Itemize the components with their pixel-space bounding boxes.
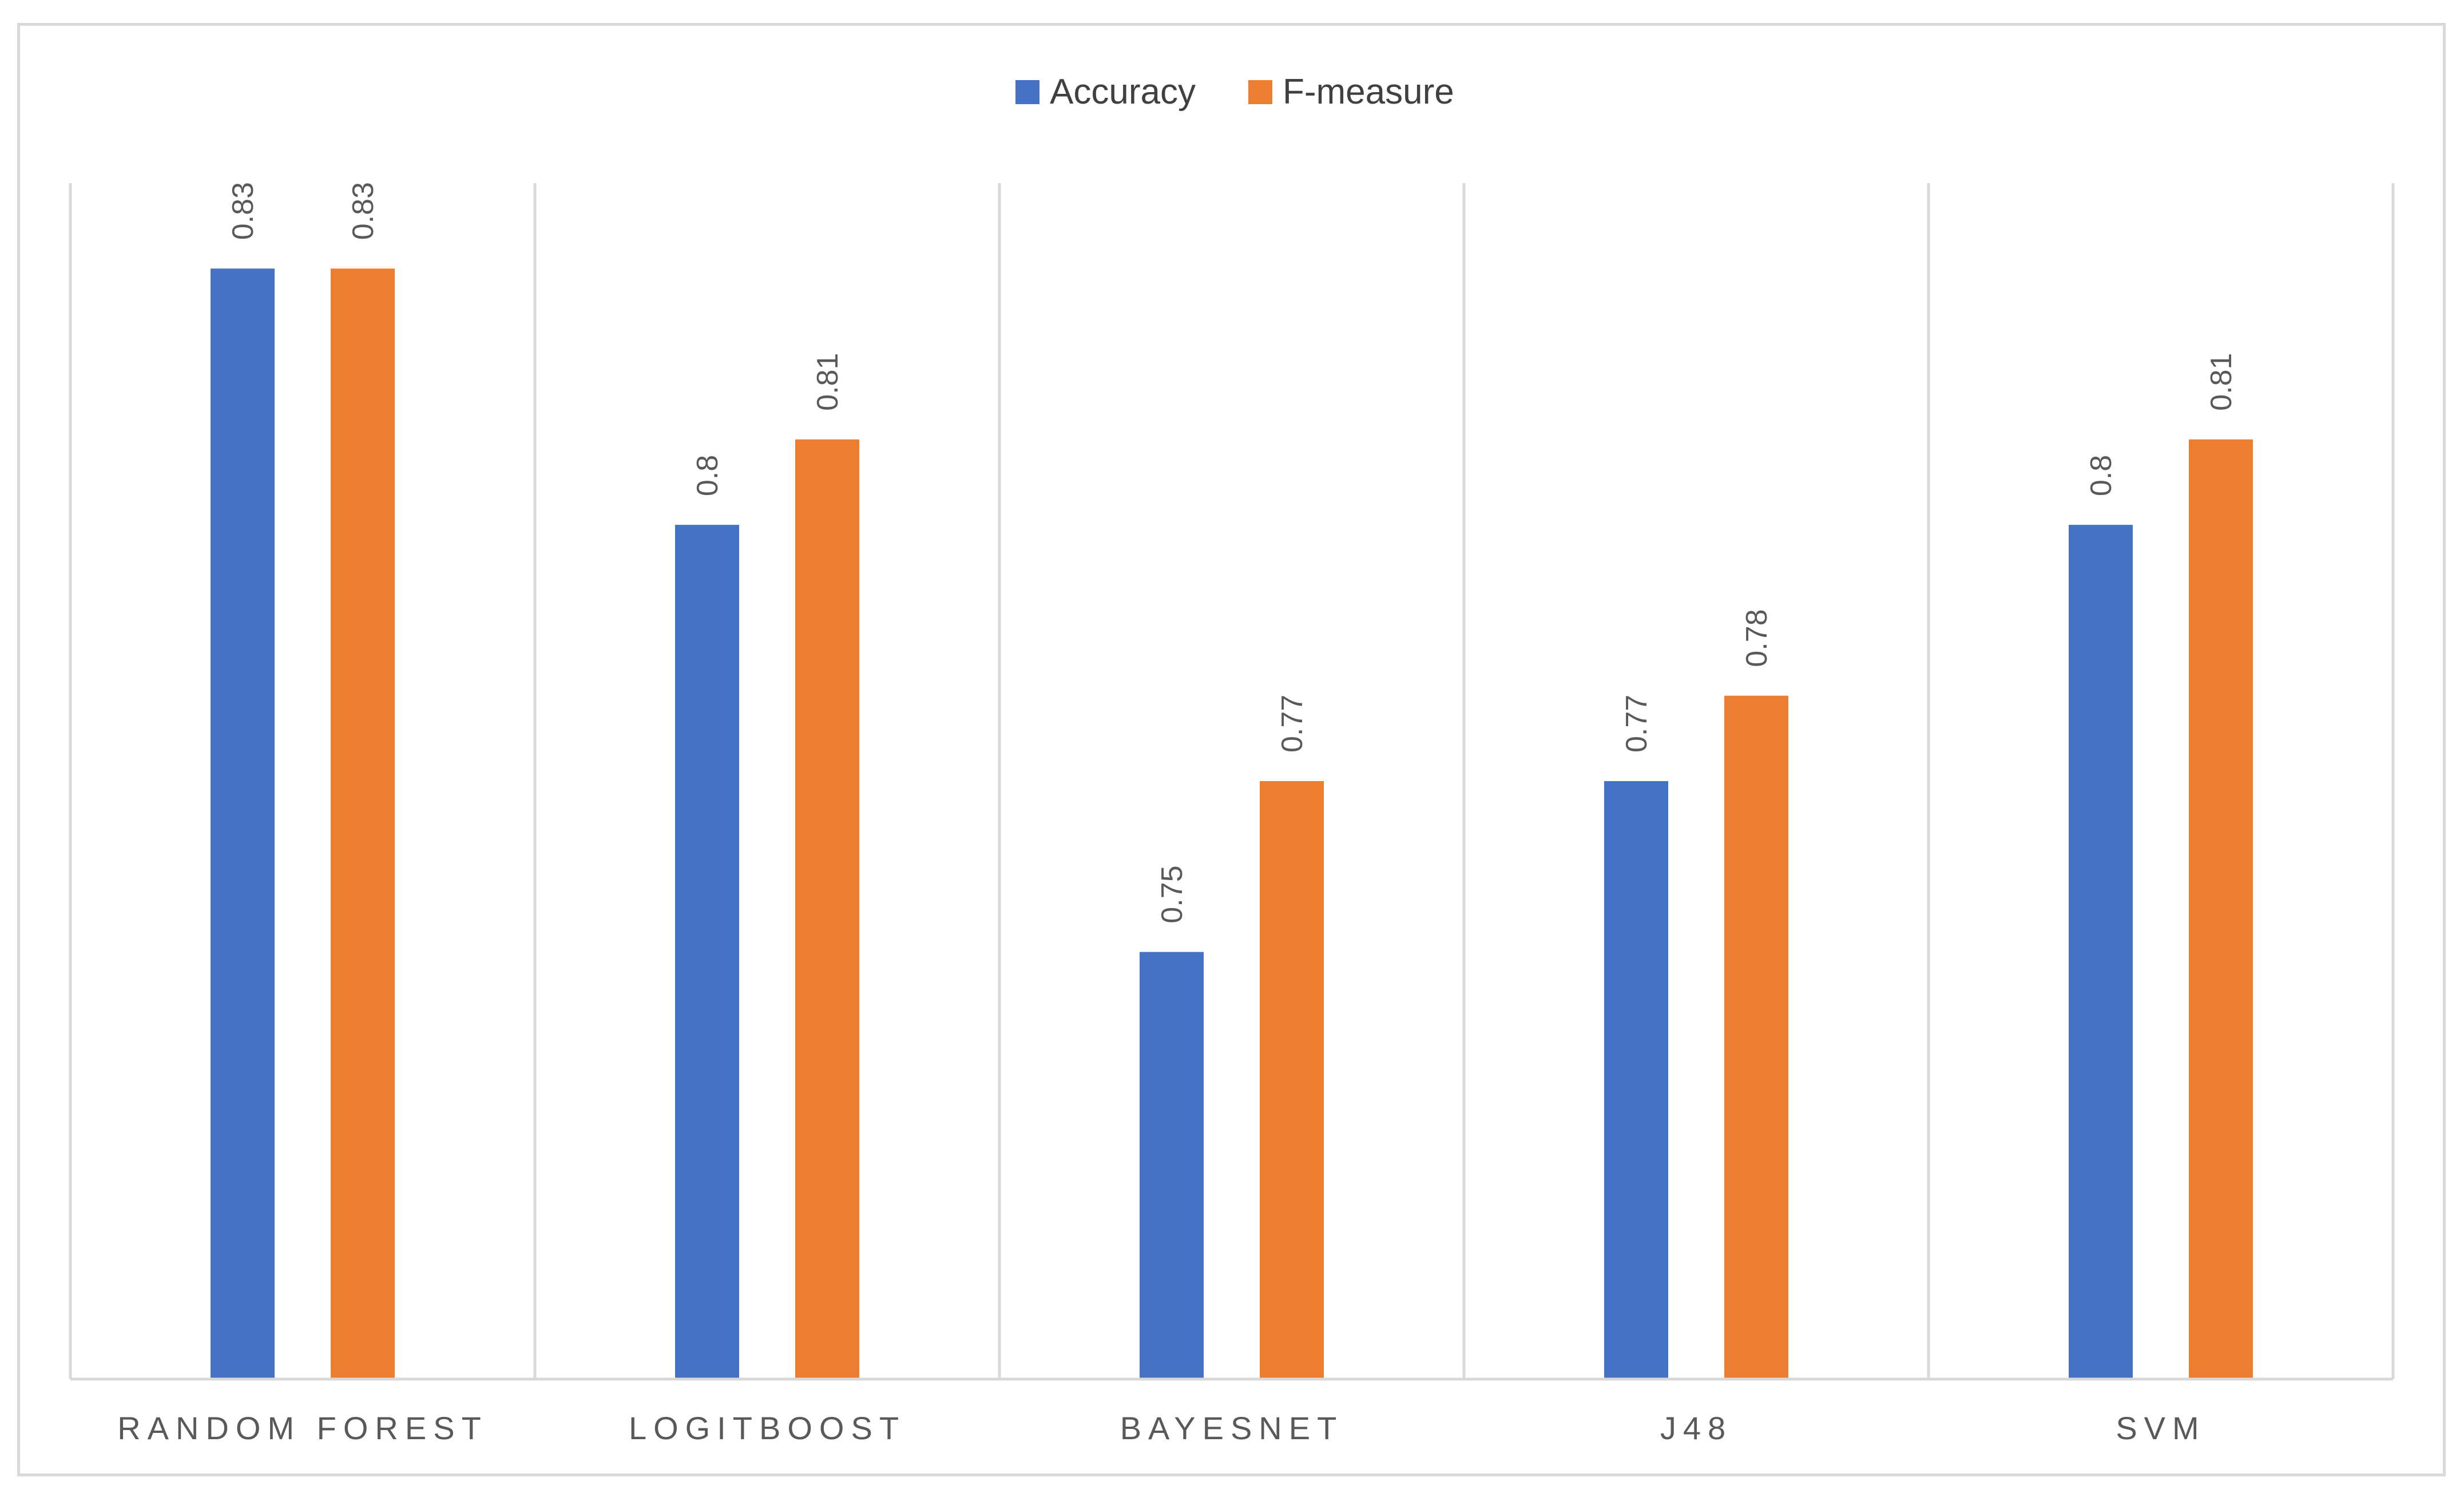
data-label: 0.81 (811, 353, 844, 411)
bar-accuracy-2 (675, 525, 739, 1380)
data-label: 0.77 (1276, 695, 1309, 753)
data-label: 0.77 (1620, 695, 1653, 753)
x-tick-label: RANDOM FOREST (117, 1410, 488, 1446)
legend-swatch (1248, 80, 1272, 104)
bars (211, 268, 2253, 1380)
bar-f-measure-3 (1260, 781, 1324, 1379)
bar-f-measure-1 (331, 268, 395, 1380)
data-label: 0.8 (691, 455, 724, 496)
data-label: 0.75 (1156, 865, 1189, 923)
bar-accuracy-3 (1140, 952, 1204, 1379)
x-tick-label: LOGITBOOST (629, 1410, 906, 1446)
data-label: 0.83 (227, 182, 260, 240)
bar-accuracy-5 (2069, 525, 2133, 1380)
bar-accuracy-4 (1604, 781, 1668, 1379)
legend-label: F-measure (1283, 72, 1454, 112)
legend: Accuracy F-measure (1015, 72, 1454, 112)
data-labels: 0.83 0.8 0.75 0.77 0.8 0.83 0.81 0.77 0.78 0.81 (227, 182, 2238, 924)
bar-f-measure-4 (1724, 695, 1788, 1379)
x-tick-label: SVM (2116, 1410, 2205, 1446)
legend-swatch (1015, 80, 1039, 104)
data-label: 0.81 (2205, 353, 2238, 411)
data-label: 0.78 (1740, 609, 1773, 667)
x-tick-label: J48 (1660, 1410, 1732, 1446)
legend-label: Accuracy (1050, 72, 1196, 112)
x-tick-label: BAYESNET (1120, 1410, 1344, 1446)
bar-accuracy-1 (211, 268, 275, 1380)
bar-f-measure-2 (795, 439, 859, 1379)
x-tick-labels: RANDOM FOREST LOGITBOOST BAYESNET J48 SVM (117, 1410, 2205, 1446)
data-label: 0.8 (2085, 455, 2118, 496)
bar-f-measure-5 (2189, 439, 2253, 1379)
data-label: 0.83 (347, 182, 380, 240)
category-separators (69, 183, 2395, 1379)
chart-frame (17, 23, 2446, 1476)
